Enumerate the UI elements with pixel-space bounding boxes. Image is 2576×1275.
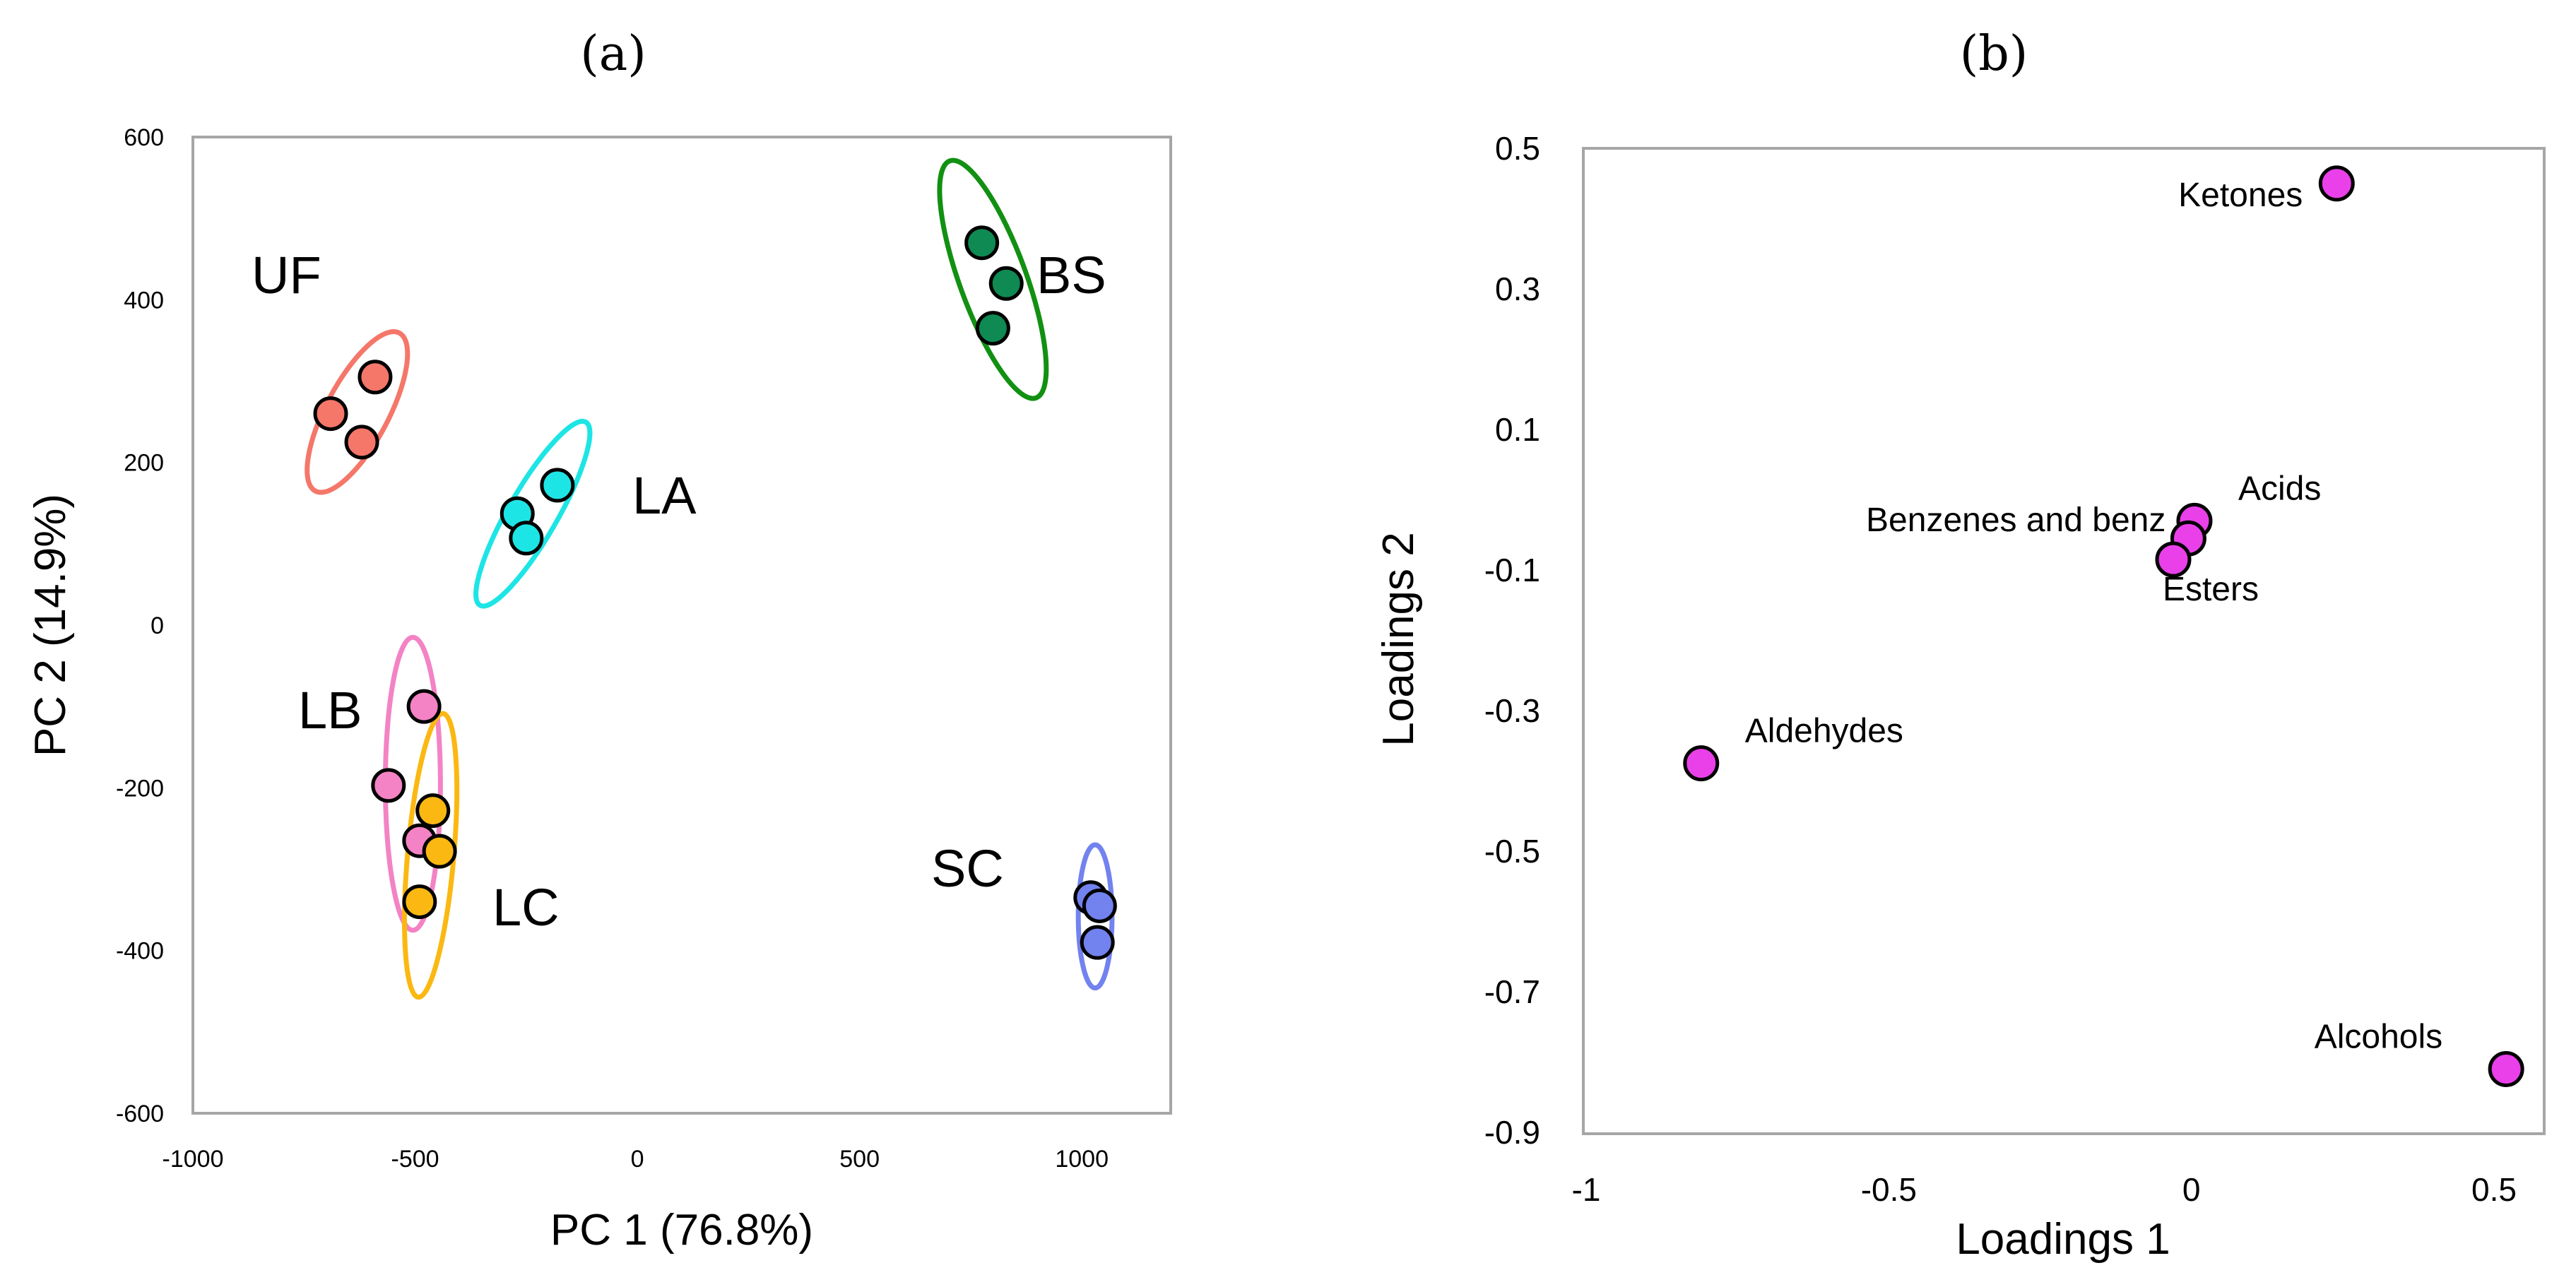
loading-label: Aldehydes [1745,713,1903,750]
point-lc [402,884,437,920]
panel-a-y-tick-label: 200 [124,450,164,477]
panel-b-y-tick-label: 0.3 [1495,271,1540,307]
panel-b-plot-area [1582,147,2546,1135]
point-uf [313,396,348,432]
panel-a-y-ticks: -600 -400 -200 0 200 400 600 [116,124,164,1127]
point-sc [1080,925,1115,960]
point-uf [344,425,379,460]
group-label-lc: LC [492,878,560,937]
panel-b-point-labels: Ketones Acids Benzenes and benz Esters Aldeh… [1745,177,2442,1056]
loading-label: Acids [2238,470,2321,507]
panel-a-y-tick-label: -400 [116,938,164,965]
loading-point-ketones [2318,165,2355,202]
panel-a-points [313,225,1117,960]
panel-b-points [1683,165,2524,1087]
panel-b-y-tick-label: -0.1 [1484,552,1540,588]
group-label-bs: BS [1036,246,1106,304]
loading-point-esters [2155,541,2192,578]
panel-b-y-ticks: 0.5 0.3 0.1 -0.1 -0.3 -0.5 -0.7 -0.9 [1484,130,1540,1151]
panel-a-x-ticks: -1000 -500 0 500 1000 [163,1146,1109,1173]
group-label-sc: SC [931,839,1004,898]
group-label-uf: UF [252,246,321,304]
panel-a-pca-scores: (a) -600 -400 -200 0 200 400 600 -1000 -500 0 500… [26,26,1172,1255]
panel-a-x-tick-label: 0 [631,1146,644,1173]
panel-a-x-axis-title: PC 1 (76.8%) [550,1206,813,1255]
panel-a-label: (a) [580,26,646,82]
point-bs [975,311,1010,346]
panel-b-label: (b) [1960,26,2028,82]
panel-b-y-tick-label: 0.5 [1495,130,1540,167]
panel-a-group-labels: UF LA BS LB LC SC [252,246,1106,937]
panel-b-x-tick-label: -1 [1572,1171,1601,1208]
panel-b-y-tick-label: -0.3 [1484,692,1540,729]
group-label-la: LA [632,466,697,525]
point-la [509,521,544,556]
panel-a-y-tick-label: 400 [124,287,164,314]
point-lb [406,689,442,724]
loading-point-aldehydes [1683,745,1720,782]
panel-b-x-tick-label: 0 [2182,1171,2201,1208]
panel-a-y-tick-label: -200 [116,775,164,802]
loading-label: Alcohols [2315,1018,2442,1055]
panel-b-x-tick-label: -0.5 [1861,1171,1917,1208]
point-lb [371,768,406,803]
panel-a-y-tick-label: 600 [124,124,164,151]
panel-b-y-tick-label: -0.9 [1484,1114,1540,1151]
point-uf [358,360,393,395]
point-bs [988,266,1024,301]
panel-a-y-tick-label: 0 [150,612,164,639]
loading-label: Ketones [2178,177,2303,214]
panel-b-x-tick-label: 0.5 [2471,1171,2517,1208]
panel-b-y-tick-label: 0.1 [1495,411,1540,448]
panel-a-x-tick-label: 1000 [1055,1146,1109,1173]
point-la [540,468,575,503]
panel-b-y-axis-title: Loadings 2 [1374,532,1423,746]
panel-a-plot-area [191,136,1172,1115]
panel-a-y-tick-label: -600 [116,1101,164,1127]
panel-b-y-tick-label: -0.5 [1484,833,1540,870]
loading-label: Benzenes and benz [1866,502,2166,539]
panel-b-y-tick-label: -0.7 [1484,973,1540,1010]
point-lc [415,793,451,829]
group-label-lb: LB [298,681,362,740]
point-sc [1082,888,1117,923]
panel-a-x-tick-label: -1000 [163,1146,224,1173]
ellipse-bs [937,158,1049,401]
panel-a-x-tick-label: 500 [839,1146,880,1173]
panel-a-x-tick-label: -500 [391,1146,439,1173]
panel-a-y-axis-title: PC 2 (14.9%) [26,494,75,757]
panel-b-x-axis-title: Loadings 1 [1956,1215,2170,1264]
loading-point-alcohols [2488,1050,2524,1087]
point-lc [422,834,457,869]
panel-b-loadings: (b) 0.5 0.3 0.1 -0.1 -0.3 -0.5 -0.7 -0.9 -1 -0.5… [1374,26,2546,1264]
panel-b-x-ticks: -1 -0.5 0 0.5 [1572,1171,2517,1208]
point-bs [964,225,1000,261]
loading-label: Esters [2163,571,2259,608]
